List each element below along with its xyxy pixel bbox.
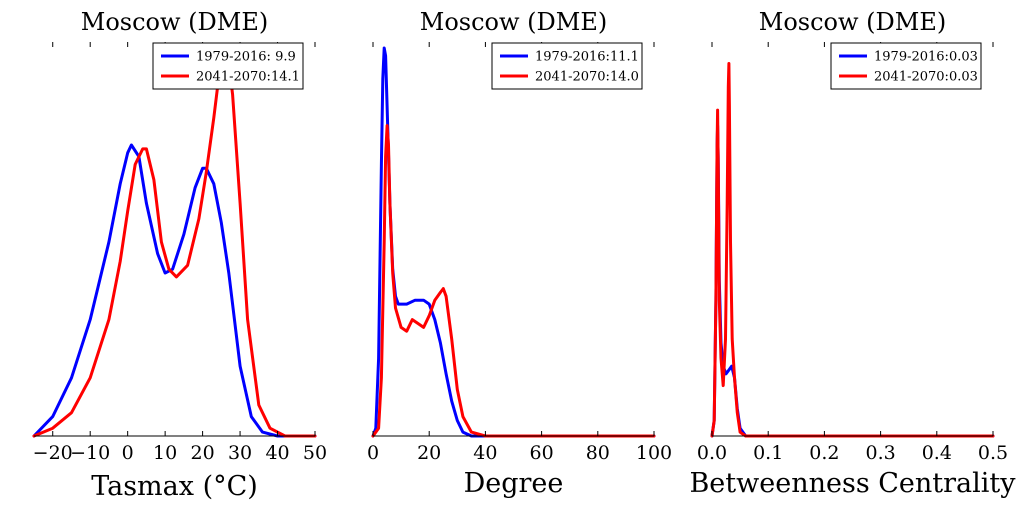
x-tick-label: 0.1	[753, 442, 783, 464]
legend: 1979-2016:11.1 2041-2070:14.0	[491, 42, 643, 90]
x-tick-label: 0	[367, 442, 379, 464]
legend-box	[152, 42, 304, 90]
legend-label-1: 1979-2016: 9.9	[196, 50, 296, 65]
x-axis-label: Degree	[464, 468, 564, 499]
x-tick-label: 30	[228, 442, 252, 464]
x-tick-label: 50	[303, 442, 327, 464]
legend-label-1: 1979-2016:0.03	[874, 50, 978, 65]
x-tick-label: 80	[586, 442, 610, 464]
legend-label-2: 2041-2070:14.1	[196, 70, 300, 85]
x-tick-label: 0	[122, 442, 134, 464]
x-axis-label: Betweenness Centrality	[689, 468, 1016, 499]
x-axis-label: Tasmax (°C)	[91, 471, 258, 502]
x-tick-label: 100	[636, 442, 672, 464]
chart-title: Moscow (DME)	[759, 8, 946, 36]
x-tick-label: 0.3	[865, 442, 895, 464]
x-tick-label: 20	[417, 442, 441, 464]
x-tick-label: 60	[530, 442, 554, 464]
x-tick-label: 20	[191, 442, 215, 464]
chart-title: Moscow (DME)	[420, 8, 607, 36]
x-tick-label: 0.5	[978, 442, 1008, 464]
x-tick-label: −10	[70, 442, 110, 464]
x-tick-label: 40	[473, 442, 497, 464]
x-tick-label: −20	[33, 442, 73, 464]
series-line-2	[371, 124, 656, 438]
panel-3: Moscow (DME) 0.0 0.1 0.2 0.3 0.4 0.5 Betweennes…	[689, 8, 1016, 499]
x-tick-label: 40	[265, 442, 289, 464]
x-tick-label: 0.4	[922, 442, 952, 464]
series-line-2	[32, 54, 317, 438]
x-tick-label: 0.2	[809, 442, 839, 464]
x-tick-label: 10	[153, 442, 177, 464]
series-line-1	[371, 46, 656, 438]
legend-label-2: 2041-2070:14.0	[535, 70, 639, 85]
series-line-2	[710, 62, 995, 438]
legend-label-2: 2041-2070:0.03	[874, 70, 978, 85]
legend-box	[830, 42, 982, 90]
legend-label-1: 1979-2016:11.1	[535, 50, 639, 65]
series-line-1	[710, 124, 995, 438]
legend: 1979-2016:0.03 2041-2070:0.03	[830, 42, 982, 90]
x-tick-label: 0.0	[697, 442, 727, 464]
series-line-1	[32, 143, 317, 438]
panel-1: Moscow (DME) −20−10 0 10 20 30 40 50 Tasmax (°C)…	[32, 8, 327, 502]
panel-2: Moscow (DME) 0 20 40 60 80 100 Degree 1979-2016:…	[367, 8, 672, 499]
chart-title: Moscow (DME)	[81, 8, 268, 36]
legend: 1979-2016: 9.9 2041-2070:14.1	[152, 42, 304, 90]
legend-box	[491, 42, 643, 90]
